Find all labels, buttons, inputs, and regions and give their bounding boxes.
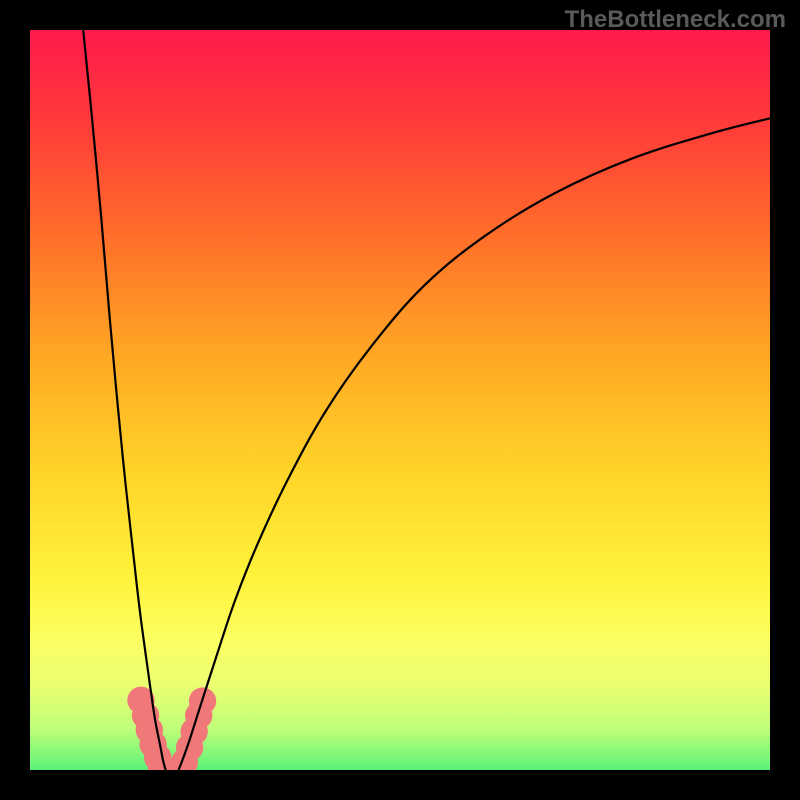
- border-bottom: [0, 770, 800, 800]
- watermark-text: TheBottleneck.com: [565, 6, 786, 34]
- bottleneck-chart: TheBottleneck.com: [0, 0, 800, 800]
- border-left: [0, 0, 30, 800]
- border-right: [770, 0, 800, 800]
- chart-svg: [0, 0, 800, 800]
